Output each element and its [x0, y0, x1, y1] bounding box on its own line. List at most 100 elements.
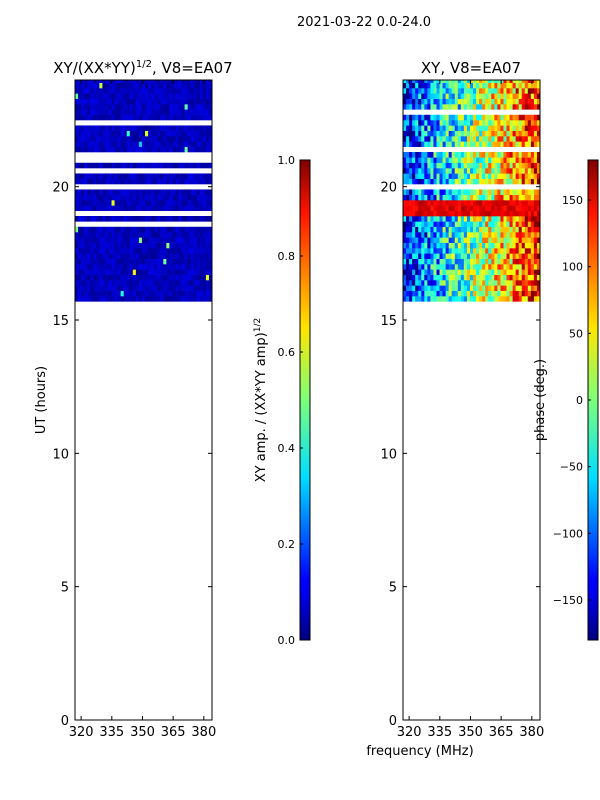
heatmap-cell: [172, 274, 176, 281]
heatmap-cell: [145, 98, 149, 105]
heatmap-cell: [430, 264, 434, 270]
heatmap-cell: [160, 232, 164, 238]
heatmap-cell: [99, 130, 103, 137]
heatmap-cell: [145, 253, 149, 259]
heatmap-cell: [421, 232, 425, 238]
heatmap-cell: [78, 264, 82, 270]
heatmap-cell: [460, 120, 465, 126]
heatmap-cell: [138, 296, 143, 302]
heatmap-cell: [530, 269, 535, 275]
heatmap-cell: [509, 80, 514, 83]
heatmap-cell: [102, 285, 106, 291]
heatmap-cell: [460, 269, 465, 275]
heatmap-cell: [445, 296, 450, 302]
heatmap-cell: [494, 226, 498, 233]
heatmap-cell: [473, 226, 477, 233]
heatmap-cell: [169, 285, 173, 291]
heatmap-cell: [448, 125, 453, 131]
heatmap-cell: [515, 98, 520, 105]
heatmap-cell: [485, 274, 489, 281]
heatmap-cell: [154, 237, 158, 243]
heatmap-cell: [466, 216, 471, 222]
heatmap-cell: [485, 280, 489, 286]
heatmap-cell: [421, 258, 425, 265]
heatmap-cell: [160, 205, 164, 211]
heatmap-cell: [111, 274, 116, 281]
heatmap-cell: [99, 146, 103, 153]
heatmap-cell: [494, 200, 498, 206]
heatmap-cell: [463, 125, 468, 131]
heatmap-cell: [406, 93, 410, 99]
heatmap-cell: [175, 189, 180, 195]
heatmap-cell: [178, 173, 183, 179]
heatmap-cell: [518, 152, 523, 158]
heatmap-cell: [433, 152, 437, 158]
heatmap-cell: [533, 173, 538, 179]
colorbar-tick-label: −150: [553, 594, 583, 607]
heatmap-cell: [132, 146, 137, 153]
heatmap-cell: [460, 248, 465, 254]
heatmap-cell: [521, 114, 526, 121]
heatmap-cell: [494, 242, 498, 249]
heatmap-cell: [78, 130, 82, 137]
heatmap-cell: [476, 178, 480, 185]
heatmap-cell: [145, 173, 149, 179]
heatmap-cell: [160, 296, 164, 302]
heatmap-cell: [512, 189, 517, 195]
heatmap-cell: [120, 88, 125, 94]
heatmap-cell: [208, 146, 212, 153]
heatmap-cell: [473, 189, 477, 195]
heatmap-cell: [494, 264, 498, 270]
heatmap-cell: [433, 290, 437, 297]
heatmap-cell: [87, 141, 91, 147]
heatmap-cell: [497, 114, 501, 121]
heatmap-cell: [102, 82, 106, 89]
heatmap-cell: [181, 104, 186, 110]
heatmap-cell: [485, 221, 489, 227]
heatmap-cell: [521, 93, 526, 99]
heatmap-cell: [439, 104, 444, 110]
heatmap-cell: [503, 237, 508, 243]
heatmap-cell: [202, 205, 207, 211]
heatmap-cell: [193, 258, 198, 265]
heatmap-cell: [93, 237, 97, 243]
heatmap-cell: [196, 264, 201, 270]
heatmap-cell: [503, 200, 508, 206]
heatmap-cell: [187, 178, 192, 185]
heatmap-cell: [160, 264, 164, 270]
heatmap-cell: [96, 232, 100, 238]
heatmap-cell: [479, 82, 483, 89]
heatmap-cell: [406, 200, 410, 206]
heatmap-cell: [506, 178, 511, 185]
heatmap-cell: [427, 264, 431, 270]
heatmap-cell: [494, 194, 498, 201]
heatmap-cell: [157, 114, 161, 121]
heatmap-cell: [160, 178, 164, 185]
heatmap-cell: [145, 114, 149, 121]
heatmap-cell: [497, 274, 501, 281]
heatmap-cell: [199, 269, 204, 275]
heatmap-cell: [451, 226, 456, 233]
heatmap-cell: [169, 280, 173, 286]
heatmap-cell: [433, 130, 437, 137]
heatmap-cell: [199, 194, 204, 201]
heatmap-cell: [409, 216, 413, 222]
heatmap-cell: [166, 130, 170, 137]
heatmap-cell: [436, 296, 441, 302]
heatmap-cell: [138, 242, 143, 249]
heatmap-cell: [105, 98, 109, 105]
heatmap-cell: [403, 226, 407, 233]
heatmap-cell: [533, 242, 538, 249]
heatmap-cell: [448, 296, 453, 302]
heatmap-cell: [491, 88, 495, 94]
heatmap-cell: [87, 290, 91, 297]
heatmap-cell: [424, 226, 428, 233]
heatmap-cell: [506, 194, 511, 201]
heatmap-cell: [439, 221, 444, 227]
heatmap-cell: [99, 88, 103, 94]
heatmap-cell: [205, 285, 210, 291]
heatmap-cell: [114, 136, 119, 142]
heatmap-cell: [93, 82, 97, 89]
heatmap-cell: [117, 205, 122, 211]
